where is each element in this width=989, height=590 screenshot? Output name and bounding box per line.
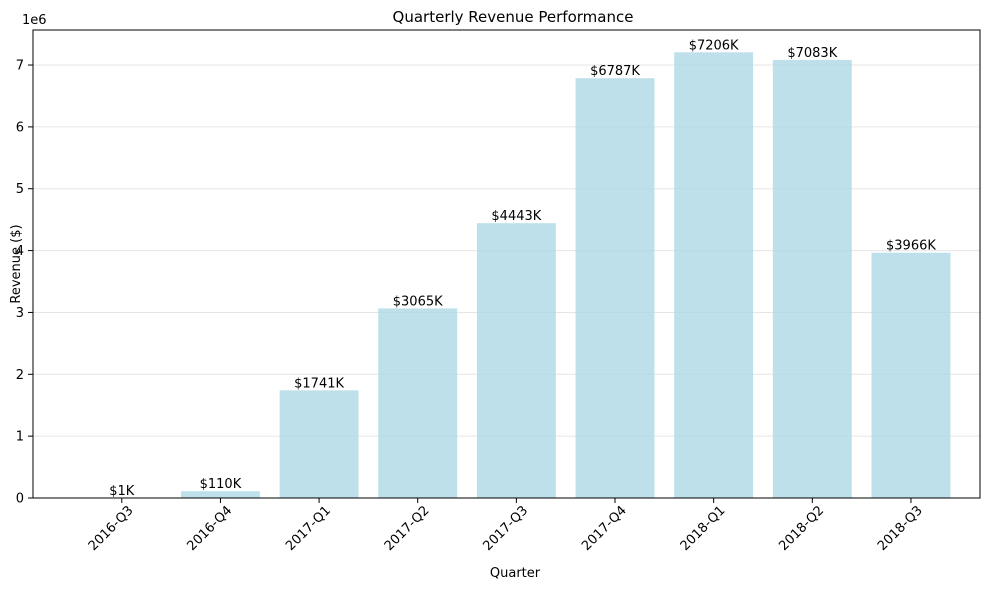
bar-value-label: $7206K bbox=[689, 38, 739, 53]
bar-value-label: $3966K bbox=[886, 239, 936, 254]
y-tick-label: 0 bbox=[16, 492, 24, 507]
y-tick-label: 3 bbox=[16, 306, 24, 321]
bar bbox=[575, 78, 655, 498]
y-tick-label: 6 bbox=[16, 120, 24, 135]
y-axis: 0 1 2 3 4 5 6 7 bbox=[16, 59, 33, 507]
bar-value-label: $1K bbox=[109, 484, 135, 499]
y-offset-label: 1e6 bbox=[22, 13, 47, 28]
bar-value-label: $6787K bbox=[590, 64, 640, 79]
chart-title: Quarterly Revenue Performance bbox=[393, 8, 634, 26]
y-tick-label: 2 bbox=[16, 368, 24, 383]
bar bbox=[476, 223, 556, 498]
bar bbox=[871, 252, 951, 498]
bar-value-label: $7083K bbox=[787, 46, 837, 61]
bar-value-label: $4443K bbox=[491, 209, 541, 224]
bar-value-label: $110K bbox=[200, 477, 242, 492]
bar bbox=[180, 491, 260, 498]
bar-value-label: $1741K bbox=[294, 376, 344, 391]
y-axis-label: Revenue ($) bbox=[9, 224, 24, 303]
y-tick-label: 4 bbox=[16, 244, 24, 259]
y-tick-label: 7 bbox=[16, 59, 24, 74]
y-tick-label: 5 bbox=[16, 182, 24, 197]
bar bbox=[674, 52, 754, 499]
bar-labels: $1K $110K $1741K $3065K $4443K $6787K $7206K $7… bbox=[109, 38, 936, 499]
bars bbox=[82, 52, 951, 499]
x-axis-label: Quarter bbox=[490, 566, 541, 581]
bar-value-label: $3065K bbox=[393, 294, 443, 309]
bar bbox=[378, 308, 458, 498]
bar bbox=[279, 390, 359, 498]
plot-frame bbox=[32, 29, 981, 499]
y-tick-label: 1 bbox=[16, 430, 24, 445]
bar bbox=[772, 59, 852, 498]
